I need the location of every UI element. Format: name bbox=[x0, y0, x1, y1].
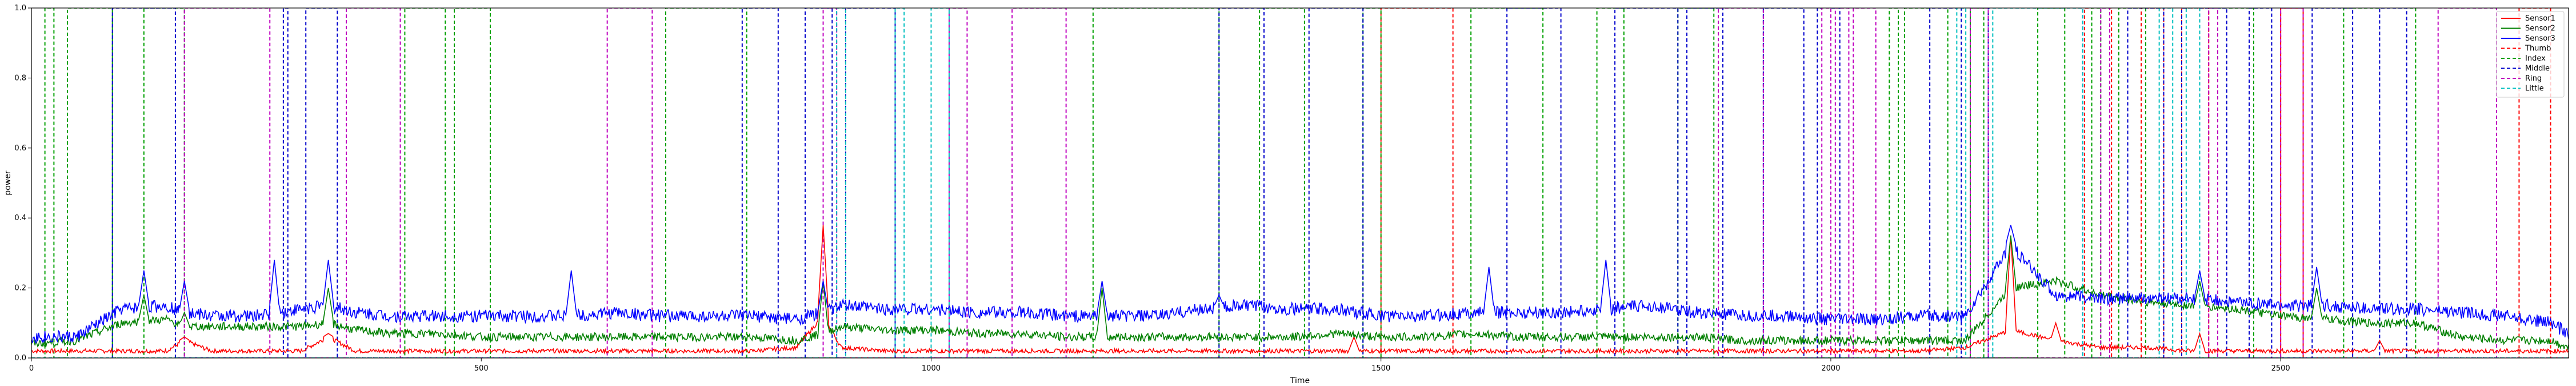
y-axis-label: power bbox=[3, 170, 13, 196]
y-tick-label: 0.8 bbox=[14, 74, 26, 82]
legend-label-thumb: Thumb bbox=[2525, 45, 2551, 53]
legend-label-ring: Ring bbox=[2525, 74, 2542, 83]
x-tick-label: 2500 bbox=[2271, 364, 2290, 373]
sensor-line-sensor1 bbox=[31, 225, 2569, 355]
x-axis-ticks: 0 500 1000 1500 2000 2500 bbox=[29, 358, 2290, 373]
legend-label-sensor2: Sensor2 bbox=[2525, 25, 2555, 33]
x-tick-label: 1500 bbox=[1371, 364, 1390, 373]
plot-area bbox=[31, 7, 2569, 359]
y-tick-label: 0.6 bbox=[14, 144, 26, 153]
legend-box bbox=[2496, 11, 2565, 98]
legend-label-sensor3: Sensor3 bbox=[2525, 34, 2555, 43]
x-tick-label: 2000 bbox=[1821, 364, 1840, 373]
sensor-line-sensor3 bbox=[31, 225, 2569, 344]
x-tick-label: 1000 bbox=[922, 364, 941, 373]
axes-frame bbox=[31, 7, 2569, 359]
legend-label-little: Little bbox=[2525, 85, 2544, 93]
x-tick-label: 0 bbox=[29, 364, 34, 373]
label-line-middle bbox=[31, 8, 2569, 358]
x-tick-label: 500 bbox=[474, 364, 489, 373]
y-axis-ticks: 0.0 0.2 0.4 0.6 0.8 1.0 bbox=[14, 4, 31, 363]
legend-label-index: Index bbox=[2525, 54, 2546, 63]
y-tick-label: 0.4 bbox=[14, 214, 26, 222]
legend-label-middle: Middle bbox=[2525, 65, 2550, 73]
legend-label-sensor1: Sensor1 bbox=[2525, 14, 2555, 23]
y-tick-label: 1.0 bbox=[14, 4, 26, 13]
series-group bbox=[31, 8, 2569, 358]
y-tick-label: 0.2 bbox=[14, 284, 26, 293]
x-axis-label: Time bbox=[1290, 376, 1310, 385]
y-tick-label: 0.0 bbox=[14, 354, 26, 363]
